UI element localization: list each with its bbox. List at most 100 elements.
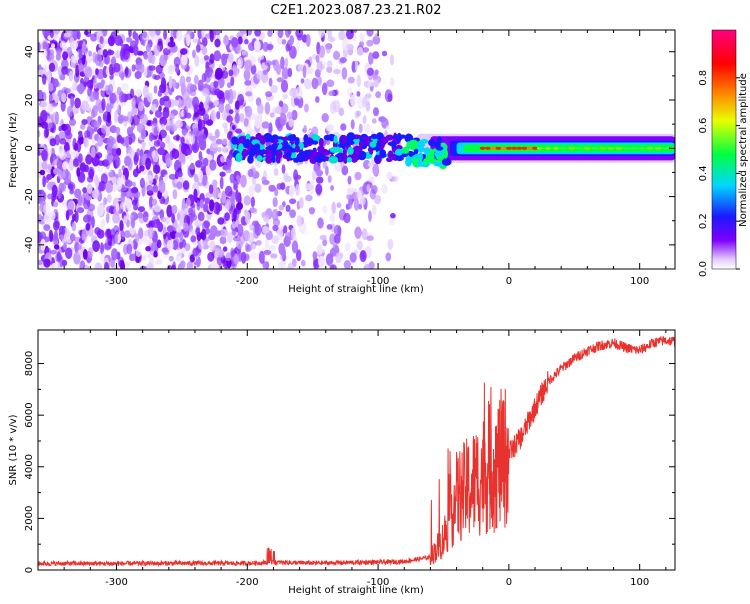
heatmap-cell [262,226,269,234]
heatmap-cell [141,141,146,147]
heatmap-cell [143,235,147,245]
heatmap-cell [57,191,61,199]
heatmap-cell [354,172,361,180]
heatmap-cell [216,139,223,145]
heatmap-cell [59,234,64,240]
heatmap-cell [97,204,104,217]
heatmap-cell [382,51,387,57]
heatmap-cell [201,229,206,241]
heatmap-cell [163,48,171,55]
heatmap-cell [244,39,249,44]
heatmap-cell [114,234,118,244]
heatmap-cell [327,224,333,230]
heatmap-cell [81,45,88,53]
heatmap-cell [176,252,182,259]
heatmap-cell [189,229,196,235]
colorbar-tick-label: 0.8 [698,70,709,86]
heatmap-cell [128,28,132,38]
heatmap-cell [91,216,95,228]
heatmap-cell [107,136,114,148]
heatmap-cell [158,90,163,97]
heatmap-cell [84,66,92,78]
heatmap-cell [355,148,361,156]
heatmap-cell [347,44,354,50]
heatmap-cell [84,30,89,35]
heatmap-cell [303,65,307,78]
heatmap-cell [214,100,219,107]
heatmap-cell [244,118,249,127]
heatmap-cell [251,197,255,208]
heatmap-cell [278,261,282,272]
heatmap-cell [153,184,158,192]
heatmap-cell [43,259,51,268]
heatmap-peak [568,147,575,149]
heatmap-cell [405,158,412,167]
heatmap-cell [154,204,162,212]
heatmap-cell [83,249,88,260]
heatmap-cell [359,124,363,134]
heatmap-cell [91,147,96,158]
heatmap-cell [381,184,388,193]
heatmap-cell [66,150,74,159]
heatmap-cell [96,152,102,159]
heatmap-cell [305,183,312,191]
heatmap-cell [189,164,195,170]
heatmap-cell [101,98,105,111]
heatmap-cell [92,105,98,117]
heatmap-cell [338,226,342,238]
heatmap-cell [167,225,174,232]
heatmap-peak [501,147,507,150]
heatmap-cell [104,262,109,272]
heatmap-cell [222,122,228,128]
heatmap-cell [370,141,377,147]
heatmap-cell [95,176,99,188]
heatmap-cell [95,53,103,66]
heatmap-cell [357,241,363,250]
snr-y-tick-label: 6000 [24,402,35,427]
heatmap-cell [199,133,207,144]
heatmap-peak [527,147,533,150]
heatmap-cell [215,230,221,236]
heatmap-cell [209,184,214,194]
heatmap-cell [240,175,247,188]
heatmap-cell [76,140,81,153]
heatmap-cell [123,215,127,224]
heatmap-cell [137,212,143,219]
heatmap-cell [372,205,377,216]
heatmap-cell [322,83,328,96]
heatmap-cell [381,137,389,144]
heatmap-cell [196,44,201,53]
heatmap-cell [348,77,355,84]
heatmap-cell [243,140,250,148]
heatmap-cell [120,137,125,144]
heatmap-cell [133,169,139,178]
heatmap-cell [283,225,287,233]
heatmap-cell [350,95,356,107]
heatmap-cell [173,189,178,199]
heatmap-cell [185,149,192,155]
heatmap-cell [288,134,296,141]
heatmap-cell [262,121,270,129]
heatmap-cell [103,243,108,249]
heatmap-cell [220,177,224,190]
heatmap-cell [196,200,200,210]
heatmap-cell [252,221,259,227]
heatmap-peak [480,147,486,150]
heatmap-cell [155,110,162,118]
heatmap-cell [163,29,167,39]
heatmap-cell [87,184,93,194]
snr-y-tick-label: 4000 [24,454,35,479]
heatmap-cell [119,91,125,102]
heatmap-cell [342,135,347,145]
heatmap-cell [50,233,54,242]
colorbar-label: Normalized spectral amplitude [738,73,749,227]
heatmap-cell [388,142,398,147]
heatmap-cell [359,141,364,147]
heatmap-cell [97,69,105,80]
heatmap-cell [351,155,357,163]
heatmap-cell [326,124,334,132]
heatmap-cell [368,52,374,65]
heatmap-cell [296,86,303,99]
heatmap-cell [161,77,166,89]
